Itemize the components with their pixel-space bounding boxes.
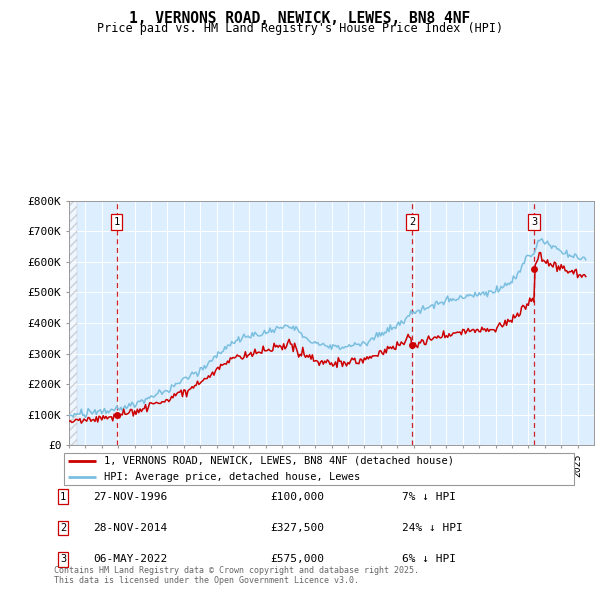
- Text: 2: 2: [409, 217, 415, 227]
- Text: 27-NOV-1996: 27-NOV-1996: [93, 492, 167, 502]
- FancyBboxPatch shape: [64, 453, 574, 486]
- Text: 3: 3: [531, 217, 537, 227]
- Text: 24% ↓ HPI: 24% ↓ HPI: [402, 523, 463, 533]
- Text: 28-NOV-2014: 28-NOV-2014: [93, 523, 167, 533]
- Text: 06-MAY-2022: 06-MAY-2022: [93, 555, 167, 564]
- Text: £327,500: £327,500: [270, 523, 324, 533]
- Text: 1, VERNONS ROAD, NEWICK, LEWES, BN8 4NF (detached house): 1, VERNONS ROAD, NEWICK, LEWES, BN8 4NF …: [104, 456, 454, 466]
- Text: HPI: Average price, detached house, Lewes: HPI: Average price, detached house, Lewe…: [104, 472, 360, 482]
- Text: £100,000: £100,000: [270, 492, 324, 502]
- Text: 1, VERNONS ROAD, NEWICK, LEWES, BN8 4NF: 1, VERNONS ROAD, NEWICK, LEWES, BN8 4NF: [130, 11, 470, 25]
- Text: 1: 1: [113, 217, 120, 227]
- Text: £575,000: £575,000: [270, 555, 324, 564]
- Text: Price paid vs. HM Land Registry's House Price Index (HPI): Price paid vs. HM Land Registry's House …: [97, 22, 503, 35]
- Text: 2: 2: [60, 523, 66, 533]
- Bar: [69, 201, 77, 445]
- Text: Contains HM Land Registry data © Crown copyright and database right 2025.
This d: Contains HM Land Registry data © Crown c…: [54, 566, 419, 585]
- Text: 3: 3: [60, 555, 66, 564]
- Text: 7% ↓ HPI: 7% ↓ HPI: [402, 492, 456, 502]
- Text: 1: 1: [60, 492, 66, 502]
- Text: 6% ↓ HPI: 6% ↓ HPI: [402, 555, 456, 564]
